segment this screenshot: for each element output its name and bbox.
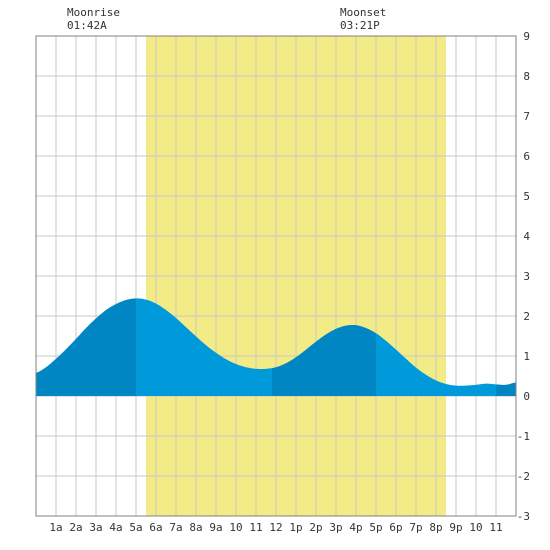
y-tick-label: -2 <box>517 470 530 483</box>
x-tick-label: 9a <box>209 521 222 534</box>
x-axis-ticks: 1a 2a 3a 4a 5a 6a 7a 8a 9a 10 11 12 1p 2p 3p 4p 5p 6p 7p 8p… <box>49 521 502 534</box>
y-tick-label: 0 <box>523 390 530 403</box>
x-tick-label: 7a <box>169 521 182 534</box>
x-tick-label: 9p <box>449 521 462 534</box>
x-tick-label: 10 <box>469 521 482 534</box>
x-tick-label: 4p <box>349 521 362 534</box>
x-tick-label: 12 <box>269 521 282 534</box>
x-tick-label: 3a <box>89 521 102 534</box>
y-tick-label: 6 <box>523 150 530 163</box>
axes <box>35 35 517 517</box>
y-tick-label: 7 <box>523 110 530 123</box>
y-tick-label: 5 <box>523 190 530 203</box>
y-tick-label: 9 <box>523 30 530 43</box>
x-tick-label: 8p <box>429 521 442 534</box>
moonrise-label: Moonrise <box>67 6 120 19</box>
x-tick-label: 11 <box>489 521 502 534</box>
y-tick-label: 1 <box>523 350 530 363</box>
x-tick-label: 5a <box>129 521 142 534</box>
moonset-annotation: Moonset 03:21P <box>340 6 386 32</box>
y-tick-label: -3 <box>517 510 530 523</box>
x-tick-label: 11 <box>249 521 262 534</box>
moonset-label: Moonset <box>340 6 386 19</box>
tide-segment-rising <box>272 324 376 396</box>
y-tick-label: 4 <box>523 230 530 243</box>
tide-segment-falling <box>376 333 496 396</box>
tide-segment-falling <box>136 298 272 396</box>
y-tick-label: -1 <box>517 430 530 443</box>
moonrise-annotation: Moonrise 01:42A <box>67 6 120 32</box>
x-tick-label: 7p <box>409 521 422 534</box>
y-tick-label: 8 <box>523 70 530 83</box>
moonrise-time: 01:42A <box>67 19 107 32</box>
tide-area <box>36 298 516 396</box>
chart-grid <box>36 35 516 517</box>
x-tick-label: 6a <box>149 521 162 534</box>
x-tick-label: 8a <box>189 521 202 534</box>
tide-segment-rising <box>36 298 136 396</box>
y-axis-ticks: -3 -2 -1 0 1 2 3 4 5 6 7 8 9 <box>517 30 531 523</box>
plot-frame <box>35 35 517 517</box>
y-tick-label: 2 <box>523 310 530 323</box>
x-tick-label: 2p <box>309 521 322 534</box>
x-tick-label: 2a <box>69 521 82 534</box>
tide-segment-rising <box>496 382 516 396</box>
x-tick-label: 3p <box>329 521 342 534</box>
x-tick-label: 10 <box>229 521 242 534</box>
y-tick-label: 3 <box>523 270 530 283</box>
x-tick-label: 1p <box>289 521 302 534</box>
x-tick-label: 4a <box>109 521 122 534</box>
x-tick-label: 6p <box>389 521 402 534</box>
x-tick-label: 5p <box>369 521 382 534</box>
x-tick-label: 1a <box>49 521 62 534</box>
moonset-time: 03:21P <box>340 19 380 32</box>
